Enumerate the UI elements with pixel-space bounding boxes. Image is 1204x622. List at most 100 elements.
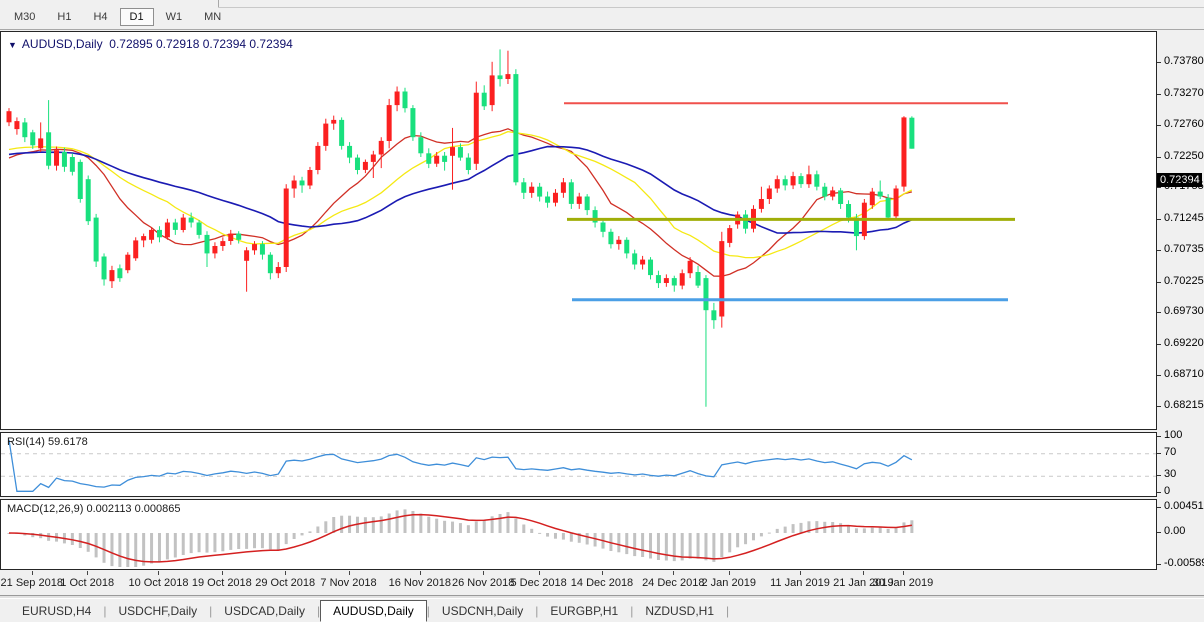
timeframe-button-M30[interactable]: M30 — [14, 11, 36, 23]
macd-histogram-bar — [775, 528, 779, 533]
candle — [354, 157, 360, 170]
candle — [545, 196, 551, 203]
candle — [172, 222, 178, 230]
macd-histogram-bar — [553, 533, 557, 539]
candle — [560, 182, 566, 193]
macd-histogram-bar — [712, 533, 716, 562]
rsi-axis-label-tick — [1157, 475, 1161, 477]
macd-histogram-bar — [165, 533, 169, 560]
candle — [125, 254, 131, 271]
macd-histogram-bar — [546, 533, 550, 537]
candle — [339, 119, 345, 146]
candle — [481, 92, 487, 107]
rsi-pane[interactable]: RSI(14) 59.6178 — [0, 432, 1157, 497]
macd-pane[interactable]: MACD(12,26,9) 0.002113 0.000865 — [0, 499, 1157, 570]
candle — [38, 138, 44, 149]
macd-histogram-bar — [324, 521, 328, 533]
candle — [624, 239, 630, 254]
macd-histogram-bar — [680, 533, 684, 561]
candle — [901, 117, 907, 187]
macd-histogram-bar — [894, 528, 898, 533]
candlestick-series — [6, 49, 915, 407]
macd-label: MACD(12,26,9) 0.002113 0.000865 — [7, 503, 180, 515]
candle — [323, 123, 329, 146]
candle — [640, 259, 646, 265]
candle — [426, 153, 432, 164]
rsi-axis-label-tick — [1157, 452, 1161, 454]
rsi-line — [8, 439, 913, 492]
candle — [291, 180, 297, 189]
candle — [806, 174, 812, 185]
candle — [648, 259, 654, 276]
candle — [85, 179, 91, 222]
candle — [220, 241, 226, 246]
candle — [30, 132, 36, 146]
rsi-axis-label: 100 — [1164, 429, 1183, 441]
candle — [877, 191, 883, 197]
macd-histogram-bar — [387, 513, 391, 533]
chart-tab-AUDUSD-Daily[interactable]: AUDUSD,Daily — [320, 599, 427, 622]
macd-histogram-bar — [886, 529, 890, 533]
tab-separator: | — [630, 603, 634, 618]
price-tick-label: 0.69730 — [1164, 305, 1204, 318]
macd-histogram-bar — [157, 533, 161, 562]
price-axis[interactable]: 0.72394 0.73780 0.73270 0.72760 0.72250 0.71… — [1157, 31, 1204, 593]
macd-histogram-bar — [70, 533, 74, 545]
chart-tab-EURGBP-H1[interactable]: EURGBP,H1 — [550, 603, 619, 618]
date-label: 1 Oct 2018 — [60, 577, 115, 589]
chart-tab-USDCNH-Daily[interactable]: USDCNH,Daily — [441, 603, 524, 618]
price-tick-label: 0.73780 — [1164, 55, 1204, 68]
macd-histogram-bar — [173, 533, 177, 558]
candle — [267, 254, 273, 274]
timeframe-button-D1[interactable]: D1 — [119, 8, 154, 26]
main-chart-pane[interactable]: ▼ AUDUSD,Daily 0.72895 0.72918 0.72394 0.… — [0, 31, 1157, 430]
rsi-label: RSI(14) 59.6178 — [7, 436, 88, 448]
date-label: 14 Dec 2018 — [570, 577, 634, 589]
chart-tab-EURUSD-H4[interactable]: EURUSD,H4 — [22, 603, 92, 618]
macd-histogram-bar — [839, 523, 843, 533]
current-price-badge: 0.72394 — [1157, 173, 1202, 187]
date-axis[interactable]: 21 Sep 2018 1 Oct 2018 10 Oct 2018 19 Oct 2… — [0, 571, 1157, 594]
macd-values: 0.002113 0.000865 — [86, 503, 181, 515]
price-tick-label-tick — [1157, 125, 1161, 127]
candle — [632, 253, 638, 265]
price-tick-label: 0.71755 — [1164, 180, 1204, 193]
chart-tab-NZDUSD-H1[interactable]: NZDUSD,H1 — [645, 603, 714, 618]
candle — [434, 155, 440, 164]
candle — [909, 117, 915, 149]
macd-histogram-bar — [110, 533, 114, 567]
timeframe-button-W1[interactable]: W1 — [165, 11, 183, 23]
candle — [679, 273, 685, 286]
candle — [109, 270, 115, 282]
candle — [727, 228, 733, 243]
macd-histogram-bar — [633, 533, 637, 557]
macd-histogram-bar — [332, 517, 336, 533]
date-tick — [31, 571, 33, 575]
macd-histogram-bar — [379, 516, 383, 533]
macd-histogram-bar — [910, 520, 914, 533]
toolbar-divider-line — [218, 7, 1204, 8]
price-tick-label-tick — [1157, 343, 1161, 345]
price-tick-label: 0.73270 — [1164, 86, 1204, 99]
macd-histogram-bar — [260, 533, 264, 549]
timeframe-button-H4[interactable]: H4 — [93, 11, 108, 23]
candle — [418, 137, 424, 154]
chart-tab-USDCAD-Daily[interactable]: USDCAD,Daily — [224, 603, 305, 618]
candle — [117, 268, 123, 279]
candle — [687, 260, 693, 274]
date-label: 5 Dec 2018 — [510, 577, 567, 589]
macd-histogram-bar — [292, 533, 296, 539]
rsi-value: 59.6178 — [47, 436, 88, 448]
macd-histogram-bar — [664, 533, 668, 561]
macd-histogram-bar — [276, 533, 280, 550]
candle — [790, 176, 796, 186]
chart-tab-USDCHF-Daily[interactable]: USDCHF,Daily — [118, 603, 198, 618]
candle — [204, 234, 210, 254]
macd-histogram-bar — [118, 533, 122, 567]
macd-histogram-bar — [696, 533, 700, 559]
timeframe-button-MN[interactable]: MN — [204, 11, 222, 23]
symbol-dropdown-icon[interactable]: ▼ — [8, 40, 17, 50]
candle — [93, 217, 99, 262]
macd-histogram-bar — [371, 517, 375, 533]
timeframe-button-H1[interactable]: H1 — [57, 11, 72, 23]
